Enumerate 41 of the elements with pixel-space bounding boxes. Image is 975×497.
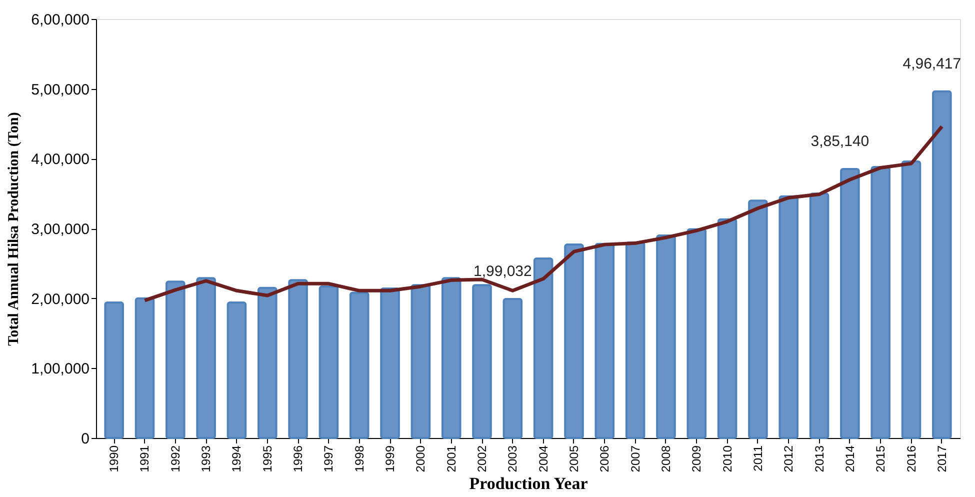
x-tick-label: 2000 (414, 445, 428, 472)
x-tick-label: 1994 (230, 445, 244, 472)
x-tick-label: 2009 (690, 445, 704, 472)
x-tick-label: 1992 (168, 445, 182, 472)
y-tick-label: 2,00,000 (31, 290, 90, 308)
x-tick-label: 1997 (322, 445, 336, 472)
x-tick-label: 2004 (536, 445, 550, 472)
x-tick-label: 2010 (720, 445, 734, 472)
x-tick-label: 2012 (782, 445, 796, 472)
line-series (143, 124, 944, 302)
y-tick-label: 0 (81, 430, 90, 448)
x-tick-label: 2006 (598, 445, 612, 472)
data-label: 3,85,140 (810, 133, 870, 150)
y-tick-label: 1,00,000 (31, 360, 90, 378)
x-tick-label: 2002 (475, 445, 490, 472)
x-tick-label: 2011 (750, 445, 765, 472)
x-tick-label: 2017 (934, 445, 949, 472)
x-tick-label: 2001 (444, 445, 458, 472)
data-label: 1,99,032 (473, 263, 532, 280)
x-tick-label: 1999 (383, 445, 398, 472)
x-tick-label: 2005 (566, 445, 581, 472)
x-tick-label: 1996 (291, 445, 306, 472)
x-tick-label: 1990 (107, 445, 122, 472)
y-tick-label: 3,00,000 (31, 221, 90, 238)
x-tick-label: 2016 (904, 445, 918, 472)
x-tick-label: 1995 (260, 445, 274, 472)
x-tick-label: 2015 (874, 445, 888, 472)
y-tick-label: 5,00,000 (31, 81, 90, 98)
x-tick-label: 1993 (199, 445, 214, 472)
x-tick-label: 2007 (628, 445, 642, 472)
x-tick-label: 2013 (812, 445, 826, 472)
y-tick-label: 4,00,000 (31, 151, 90, 168)
x-axis-title: Production Year (469, 474, 588, 494)
x-tick-label: 2014 (842, 445, 857, 472)
y-axis-title: Total Annual Hilsa Production (Ton) (6, 112, 22, 346)
x-tick-label: 1991 (138, 445, 152, 472)
x-tick-label: 2003 (506, 445, 520, 472)
data-label: 4,96,417 (902, 55, 962, 72)
y-tick-label: 6,00,000 (31, 12, 90, 28)
x-tick-label: 1998 (352, 445, 366, 472)
x-tick-label: 2008 (658, 445, 673, 472)
